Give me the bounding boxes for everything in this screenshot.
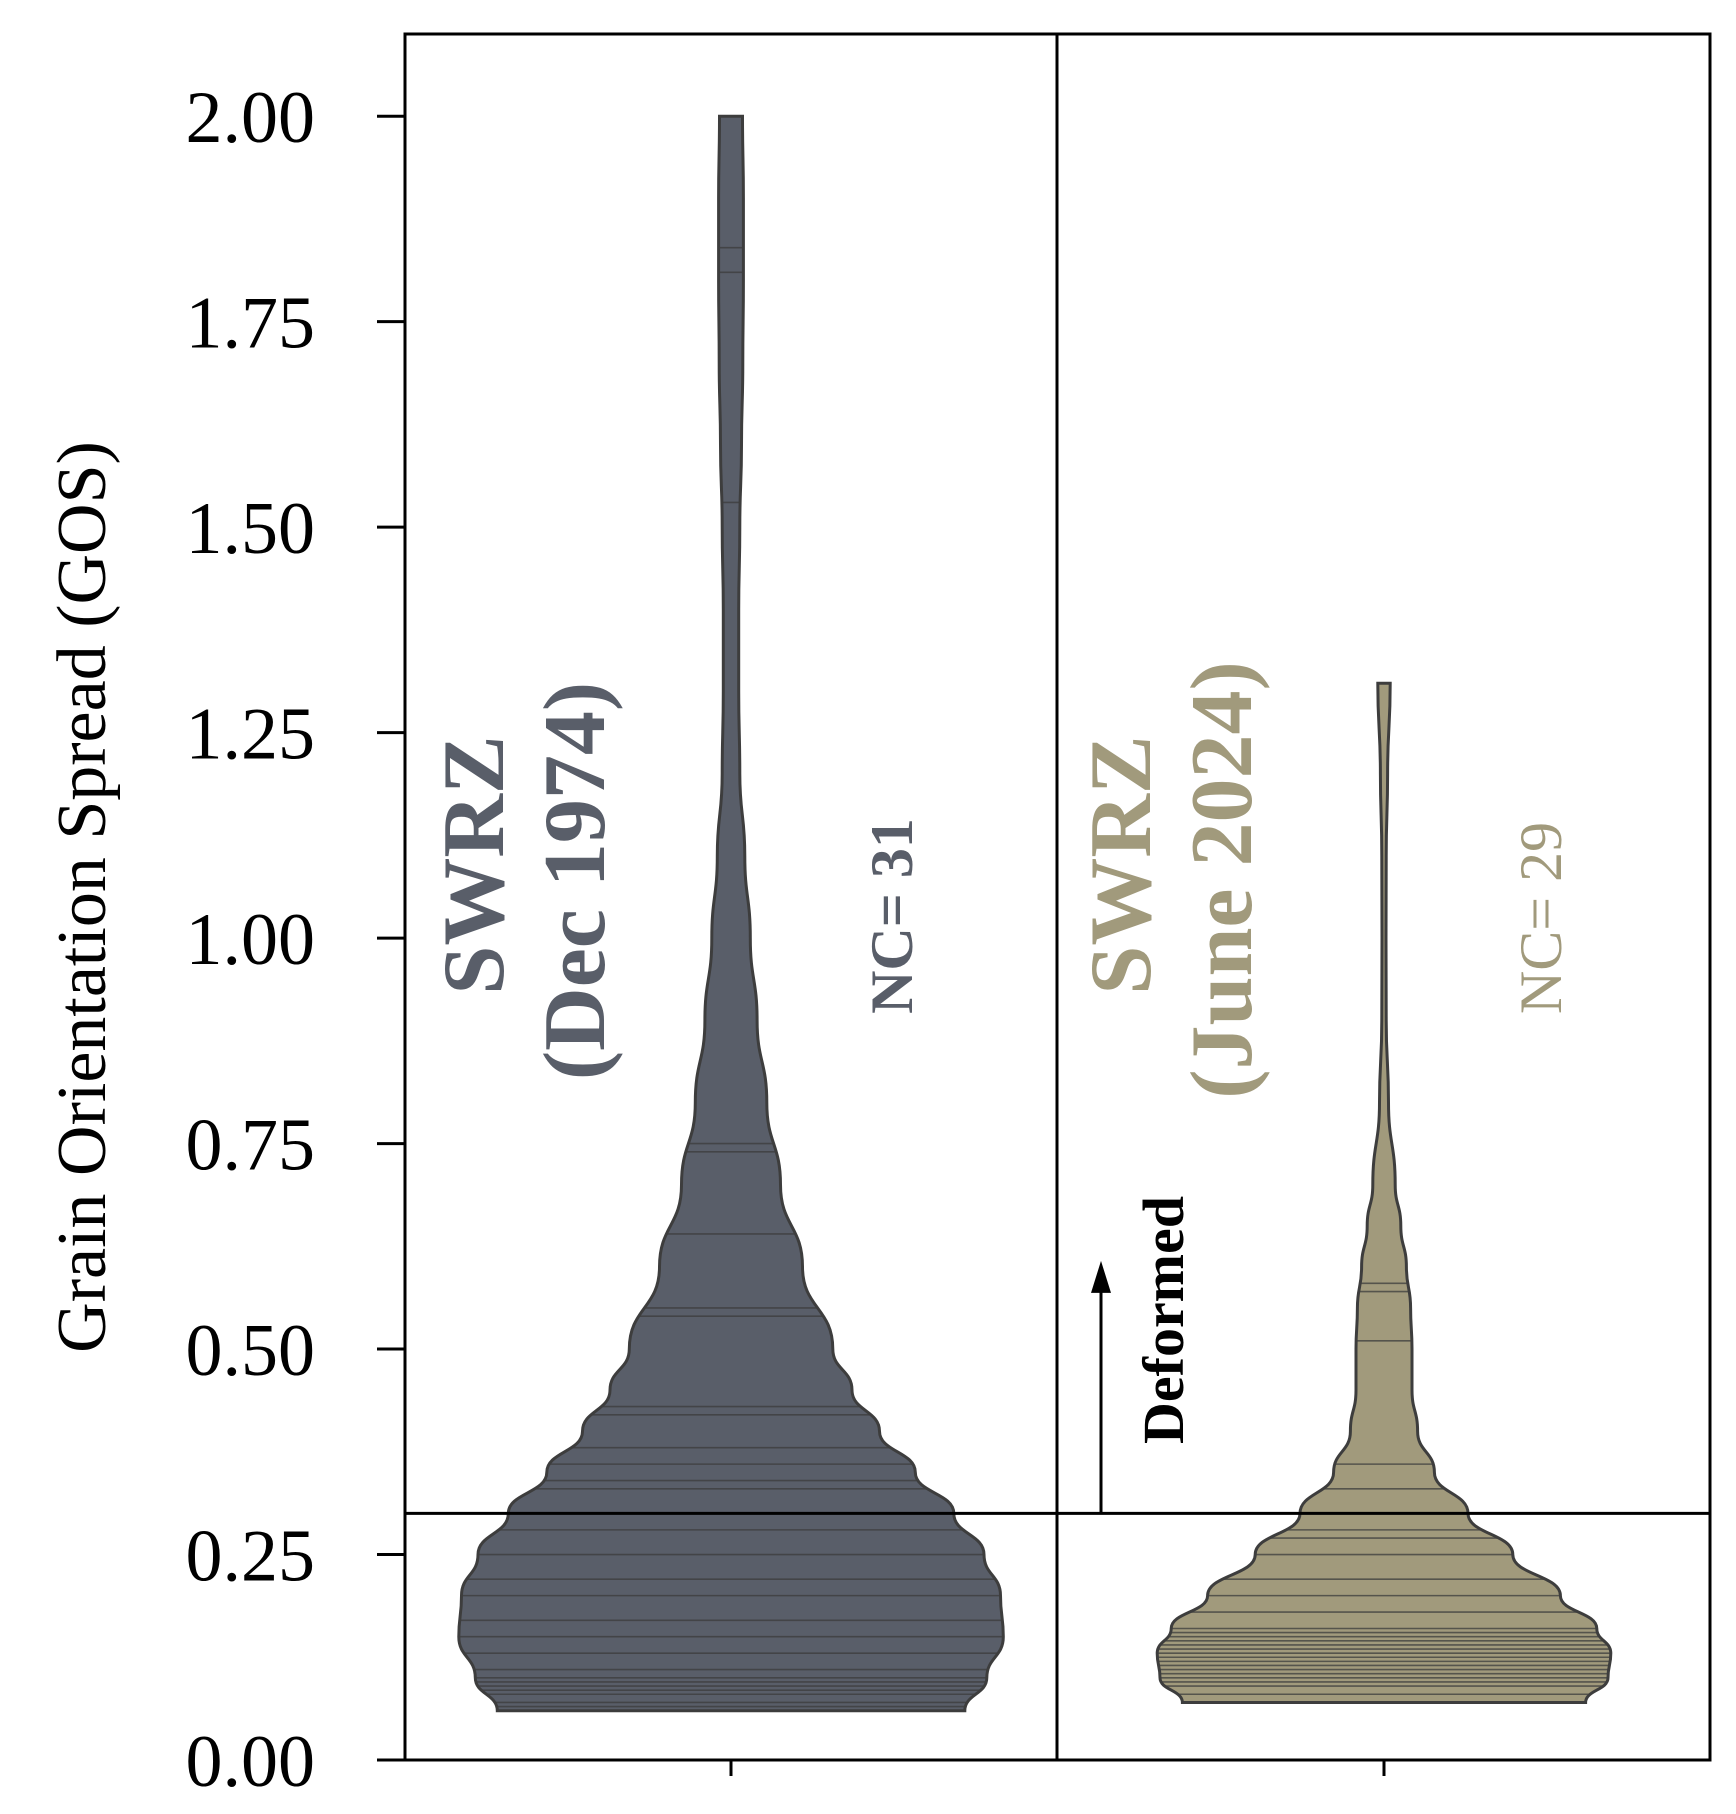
series-1-count-label: NC= 31 xyxy=(859,818,925,1014)
series-2-subname: (June 2024) xyxy=(1174,661,1271,1099)
annotations-layer: SWRZ (Dec 1974) NC= 31 SWRZ (June 2024) NC= 2… xyxy=(426,661,1574,1514)
y-tick-label: 0.00 xyxy=(186,1721,316,1803)
violin-outline-2 xyxy=(1155,681,1613,1704)
violin-stick-group-1 xyxy=(458,116,1004,1708)
y-tick-label: 0.75 xyxy=(186,1105,316,1187)
series-2-count-label: NC= 29 xyxy=(1508,822,1574,1014)
y-tick-label: 2.00 xyxy=(186,77,316,159)
y-tick-label: 1.75 xyxy=(186,283,316,365)
series-2-name: SWRZ xyxy=(1073,735,1170,994)
series-1-subname: (Dec 1974) xyxy=(527,682,624,1080)
violin-outline-1 xyxy=(457,114,1005,1713)
y-tick-label: 0.50 xyxy=(186,1310,316,1392)
deformed-arrow-head xyxy=(1091,1260,1111,1293)
y-axis-label: Grain Orientation Spread (GOS) xyxy=(44,441,121,1353)
y-tick-label: 1.00 xyxy=(186,899,316,981)
plot-frame xyxy=(403,32,1712,1776)
y-axis: 0.00 0.25 0.50 0.75 1.00 1.25 1.50 1.75 2.00 Grai… xyxy=(44,77,405,1803)
violin-body-1 xyxy=(458,116,1004,1711)
y-tick-label: 0.25 xyxy=(186,1516,316,1598)
threshold-label: Deformed xyxy=(1131,1196,1196,1444)
violins-layer xyxy=(457,114,1613,1713)
series-1-name: SWRZ xyxy=(426,735,523,994)
y-tick-label: 1.50 xyxy=(186,488,316,570)
y-tick-label: 1.25 xyxy=(186,694,316,776)
violin-body-2 xyxy=(1157,683,1611,1703)
